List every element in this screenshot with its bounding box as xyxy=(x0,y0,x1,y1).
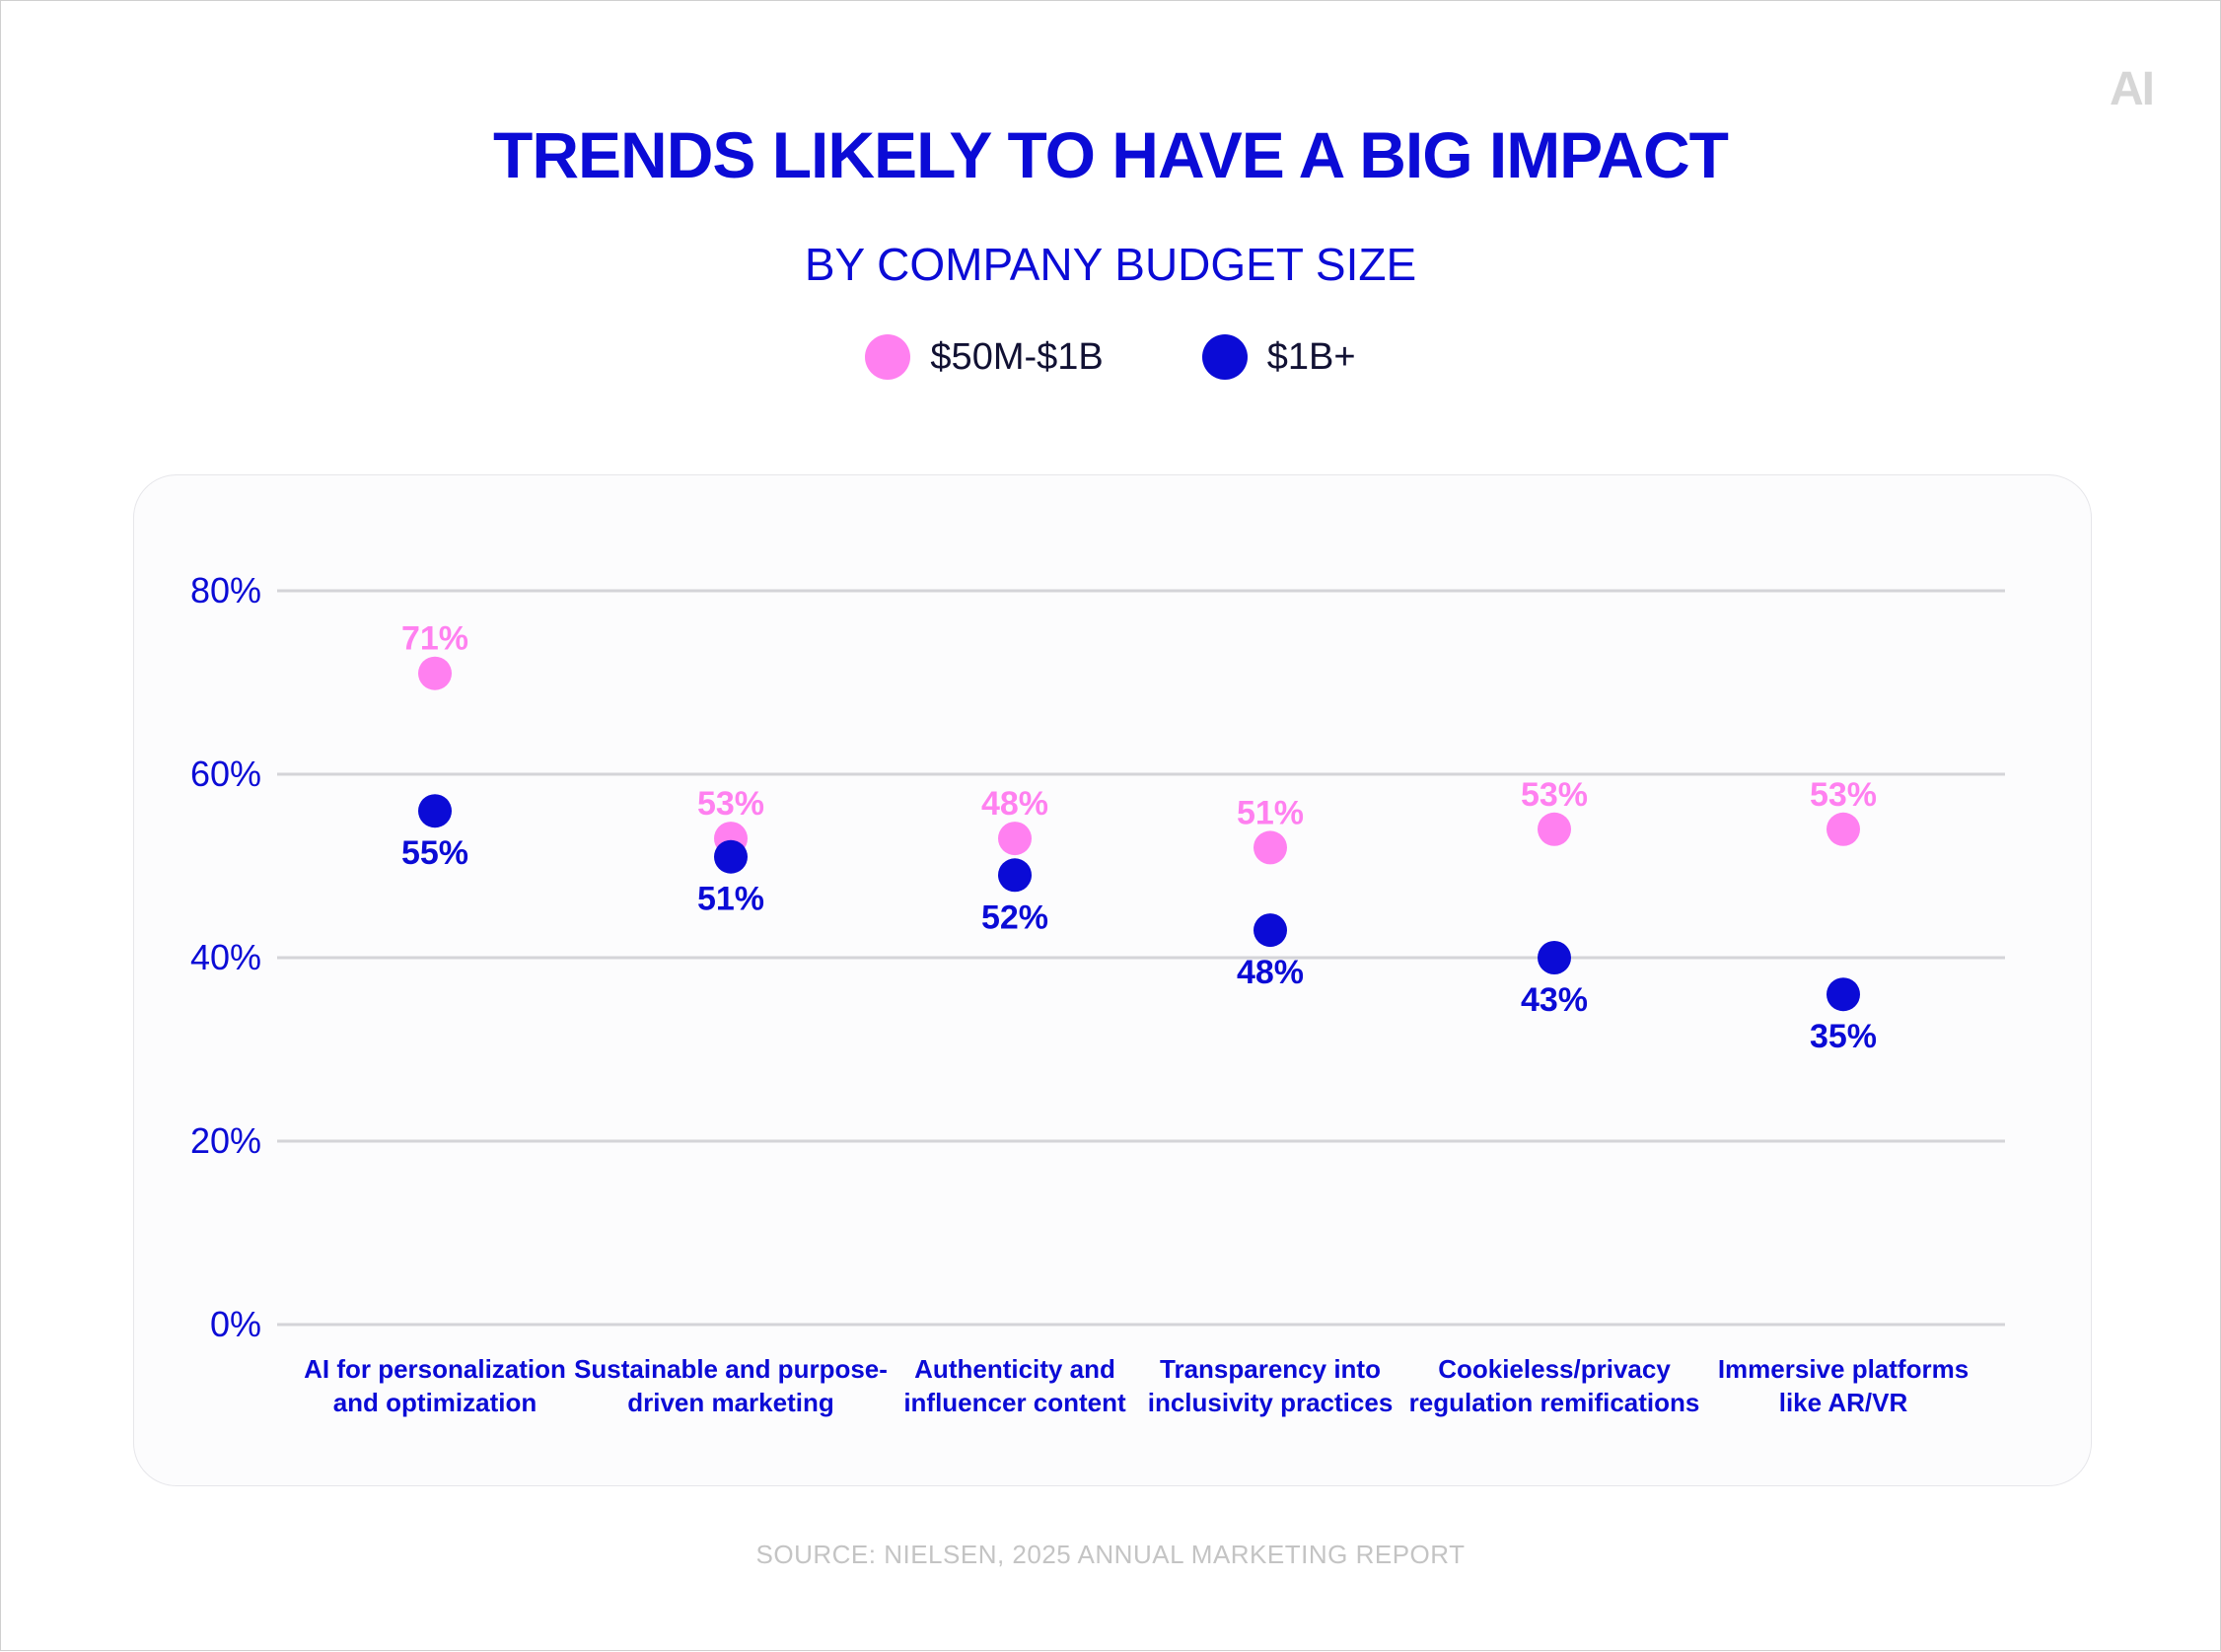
data-point-small-budget xyxy=(1538,812,1571,846)
data-point-large-budget xyxy=(1538,941,1571,974)
legend-dot-small-budget xyxy=(865,334,911,380)
data-label-small-budget: 51% xyxy=(1237,794,1304,831)
data-point-large-budget xyxy=(1827,977,1860,1012)
y-tick-label: 20% xyxy=(190,1120,261,1161)
x-category-label: influencer content xyxy=(903,1388,1126,1417)
brand-logo: AI xyxy=(2110,63,2155,115)
data-label-small-budget: 53% xyxy=(1521,776,1588,814)
data-label-small-budget: 71% xyxy=(401,620,468,658)
data-label-large-budget: 48% xyxy=(1237,954,1304,991)
x-category-label: Cookieless/privacy xyxy=(1438,1354,1671,1384)
x-category-label: driven marketing xyxy=(627,1388,834,1417)
legend-dot-large-budget xyxy=(1201,334,1248,380)
x-category-label: Immersive platforms xyxy=(1718,1354,1969,1384)
data-point-small-budget xyxy=(998,822,1032,856)
y-tick-label: 0% xyxy=(210,1304,261,1344)
x-category-label: and optimization xyxy=(333,1388,537,1417)
y-tick-label: 80% xyxy=(190,570,261,611)
chart-title: TRENDS LIKELY TO HAVE A BIG IMPACT xyxy=(493,118,1729,191)
legend-label-small-budget: $50M-$1B xyxy=(930,335,1104,378)
data-label-small-budget: 48% xyxy=(981,785,1048,823)
y-tick-label: 40% xyxy=(190,937,261,977)
legend-item-small-budget: $50M-$1B xyxy=(865,334,1104,380)
data-label-large-budget: 35% xyxy=(1810,1018,1877,1055)
x-category-label: Authenticity and xyxy=(914,1354,1115,1384)
x-category-label: like AR/VR xyxy=(1779,1388,1908,1417)
x-category-label: regulation remifications xyxy=(1409,1388,1700,1417)
chart-subtitle: BY COMPANY BUDGET SIZE xyxy=(804,239,1417,290)
data-label-small-budget: 53% xyxy=(697,785,764,823)
data-point-large-budget xyxy=(418,794,452,828)
legend-item-large-budget: $1B+ xyxy=(1201,334,1356,380)
x-category-label: Transparency into xyxy=(1160,1354,1381,1384)
x-category-label: inclusivity practices xyxy=(1148,1388,1394,1417)
legend-label-large-budget: $1B+ xyxy=(1266,335,1356,378)
x-category-label: AI for personalization xyxy=(304,1354,566,1384)
chart-panel xyxy=(133,474,2092,1486)
data-point-large-budget xyxy=(998,858,1032,893)
data-point-small-budget xyxy=(1827,812,1860,846)
y-tick-label: 60% xyxy=(190,754,261,794)
data-label-large-budget: 52% xyxy=(981,898,1048,936)
data-point-large-budget xyxy=(714,839,748,874)
data-point-small-budget xyxy=(1254,830,1287,865)
data-point-large-budget xyxy=(1254,913,1287,948)
data-label-large-budget: 43% xyxy=(1521,981,1588,1019)
source-note: SOURCE: NIELSEN, 2025 ANNUAL MARKETING R… xyxy=(755,1540,1466,1569)
x-category-label: Sustainable and purpose- xyxy=(574,1354,888,1384)
data-point-small-budget xyxy=(418,656,452,690)
data-label-small-budget: 53% xyxy=(1810,776,1877,814)
data-label-large-budget: 51% xyxy=(697,881,764,918)
legend: $50M-$1B $1B+ xyxy=(1,334,2220,380)
data-label-large-budget: 55% xyxy=(401,834,468,872)
